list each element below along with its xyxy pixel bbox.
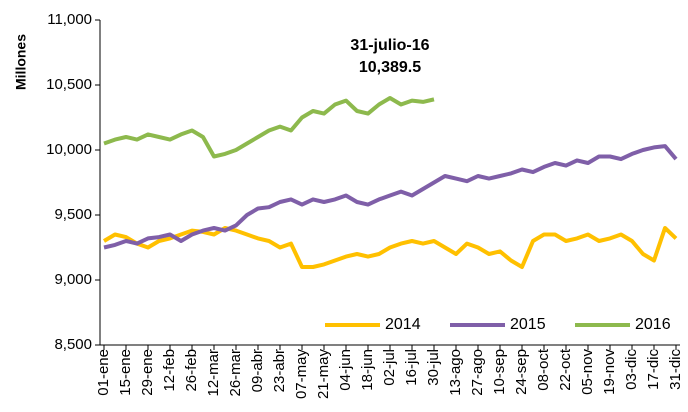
x-tick-label: 27-ago [469,349,486,396]
x-tick-label: 18-jun [359,349,376,391]
x-tick-label: 05-nov [579,349,596,395]
legend-label: 2015 [510,316,546,333]
x-tick-label: 12-mar [205,349,222,397]
legend-label: 2016 [635,316,671,333]
x-tick-label: 08-oct [535,348,552,391]
y-tick-label: 8,500 [54,336,92,353]
y-tick-label: 9,000 [54,271,92,288]
y-tick-label: 9,500 [54,206,92,223]
series-line [103,96,435,159]
y-tick-label: 11,000 [47,11,92,28]
x-tick-label: 26-mar [227,349,244,397]
x-tick-label: 04-jun [337,349,354,391]
x-tick-label: 31-dic [667,349,684,390]
x-tick-label: 29-ene [139,349,156,396]
x-tick-label: 15-ene [117,349,134,396]
x-tick-label: 13-ago [447,349,464,396]
series-line [103,144,678,250]
legend-label: 2014 [385,316,421,333]
x-tick-label: 16-jul [403,349,420,386]
x-tick-label: 19-nov [601,349,618,395]
x-tick-label: 22-oct [557,348,574,391]
x-tick-label: 17-dic [645,349,662,390]
x-tick-label: 26-feb [183,349,200,392]
x-tick-label: 30-jul [425,349,442,386]
y-tick-label: 10,500 [46,76,92,93]
x-tick-label: 10-sep [491,349,508,395]
x-tick-label: 12-feb [161,349,178,392]
y-tick-label: 10,000 [46,141,92,158]
y-axis-label: Millones [13,34,29,90]
x-tick-label: 03-dic [623,349,640,390]
x-tick-label: 07-may [293,349,310,400]
x-tick-label: 24-sep [513,349,530,395]
annotation: 31-julio-16 [350,37,429,54]
x-tick-label: 09-abr [249,349,266,392]
x-tick-label: 02-jul [381,349,398,386]
x-tick-label: 01-ene [95,349,112,396]
annotation: 10,389.5 [359,59,421,76]
x-tick-label: 23-abr [271,349,288,392]
x-tick-label: 21-may [315,349,332,400]
